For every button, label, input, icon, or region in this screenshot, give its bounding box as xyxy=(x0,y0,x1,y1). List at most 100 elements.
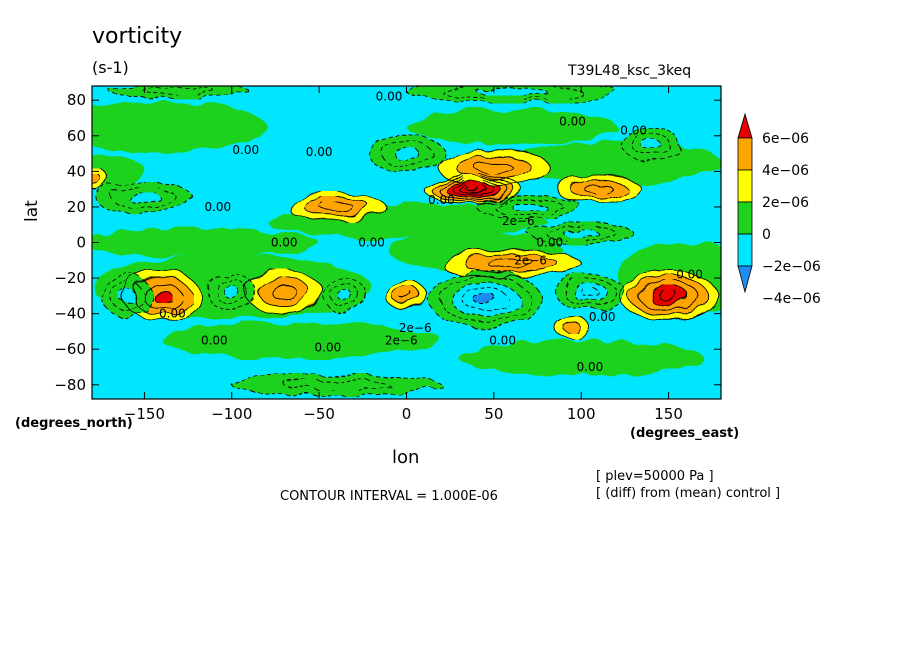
solid-contour xyxy=(638,280,699,312)
x-tick-label: −100 xyxy=(211,405,252,423)
dashed-contour xyxy=(367,135,446,172)
dashed-contour xyxy=(283,378,390,391)
x-tick-label: 0 xyxy=(402,405,412,423)
units-label: (s-1) xyxy=(92,58,129,77)
dashed-contour xyxy=(462,287,508,312)
colorbar-label: 4e−06 xyxy=(762,163,809,179)
solid-contour xyxy=(437,149,551,187)
dashed-contour xyxy=(127,192,162,204)
positive-anomaly-band xyxy=(658,290,679,301)
solid-contour xyxy=(303,196,370,217)
solid-contour xyxy=(142,282,182,309)
negative-anomaly-band xyxy=(118,288,136,303)
dashed-contour xyxy=(393,147,420,160)
positive-anomaly-band xyxy=(488,259,535,269)
dashed-contour xyxy=(475,195,582,219)
solid-contour xyxy=(270,284,298,300)
dashed-contour xyxy=(215,279,249,305)
positive-band-region xyxy=(458,340,704,376)
contour-label: 0.00 xyxy=(315,340,342,354)
contour-label: 0.00 xyxy=(489,333,516,347)
contour-fill xyxy=(92,86,721,399)
contour-label: 0.00 xyxy=(559,115,586,129)
y-tick-label: −60 xyxy=(54,340,86,358)
dashed-contour xyxy=(206,274,257,311)
dashed-contour xyxy=(330,283,360,309)
solid-contour xyxy=(474,161,513,175)
dashed-contour xyxy=(641,138,661,152)
solid-contour xyxy=(563,322,582,334)
y-tick-label: 80 xyxy=(67,91,86,109)
colorbar-swatch xyxy=(737,169,753,203)
colorbar-swatch xyxy=(737,201,753,235)
solid-contour xyxy=(554,316,591,339)
dashed-contour xyxy=(510,202,547,211)
dashed-contour xyxy=(380,141,433,166)
solid-contour xyxy=(464,253,559,274)
contour-label: 0.00 xyxy=(159,307,186,321)
contour-label: 0.00 xyxy=(577,360,604,374)
colorbar-swatch xyxy=(737,233,753,267)
contour-label: 0.00 xyxy=(271,236,298,250)
contour-label: 2e−6 xyxy=(399,321,432,335)
positive-anomaly-band xyxy=(152,289,172,303)
solid-contour xyxy=(451,182,495,196)
dashed-contour xyxy=(95,183,194,213)
x-tick-label: 100 xyxy=(567,405,596,423)
positive-anomaly-band xyxy=(271,285,298,300)
negative-anomaly-band xyxy=(223,286,240,299)
dashed-contour xyxy=(572,282,608,302)
solid-contour xyxy=(151,289,172,303)
contour-label: 0.00 xyxy=(201,333,228,347)
dashed-contour xyxy=(337,289,353,303)
negative-anomaly-band xyxy=(144,87,215,95)
y-tick-label: 0 xyxy=(76,234,86,252)
contour-label: 0.00 xyxy=(589,310,616,324)
pressure-level-note: [ plev=50000 Pa ] xyxy=(596,469,714,484)
x-axis-ticks: −150 −100 −50 0 50 100 150 xyxy=(124,86,683,423)
solid-contour xyxy=(92,174,103,187)
contour-label: 0.00 xyxy=(204,200,231,214)
solid-contour xyxy=(440,249,582,279)
colorbar-label: 2e−06 xyxy=(762,195,809,211)
solid-contour xyxy=(437,178,509,200)
negative-anomaly-band xyxy=(338,289,353,302)
y-tick-label: 40 xyxy=(67,162,86,180)
solid-contour xyxy=(423,174,523,204)
solid-contour xyxy=(92,169,110,192)
dashed-contour xyxy=(110,281,144,311)
dashed-contour xyxy=(223,285,241,299)
contour-labels: 0.00 0.00 0.00 0.00 0.00 0.00 0.00 2e−6 0.00 0.00… xyxy=(159,90,703,374)
x-units-label: (degrees_east) xyxy=(630,426,740,441)
contour-label: 2e−6 xyxy=(502,214,535,228)
positive-anomaly-band xyxy=(475,161,513,174)
contour-label: 0.00 xyxy=(232,143,259,157)
contour-label: 0.00 xyxy=(358,236,385,250)
y-tick-label: −40 xyxy=(54,305,86,323)
contour-label: 0.00 xyxy=(676,268,703,282)
contour-lines xyxy=(92,86,718,396)
solid-contour xyxy=(619,270,718,322)
y-tick-label: 20 xyxy=(67,198,86,216)
x-tick-label: −50 xyxy=(303,405,335,423)
x-tick-label: 50 xyxy=(484,405,503,423)
y-tick-label: −20 xyxy=(54,269,86,287)
solid-contour xyxy=(392,285,421,306)
positive-anomaly-band xyxy=(584,184,613,194)
solid-contour xyxy=(122,270,201,322)
solid-contour xyxy=(430,176,516,202)
dashed-contour xyxy=(118,288,136,304)
dashed-contour xyxy=(563,229,600,238)
negative-anomaly-band xyxy=(393,147,420,160)
dashed-contour xyxy=(528,222,635,245)
dashed-contour xyxy=(102,274,152,318)
colorbar-swatch xyxy=(737,137,753,171)
contour-label: 0.00 xyxy=(306,145,333,159)
chart-title: vorticity xyxy=(92,24,183,49)
positive-anomaly-band xyxy=(465,187,480,192)
solid-contour xyxy=(628,275,709,317)
negative-anomaly-band xyxy=(641,138,661,151)
contour-label: 2e−6 xyxy=(385,333,418,347)
x-tick-label: 150 xyxy=(654,405,683,423)
